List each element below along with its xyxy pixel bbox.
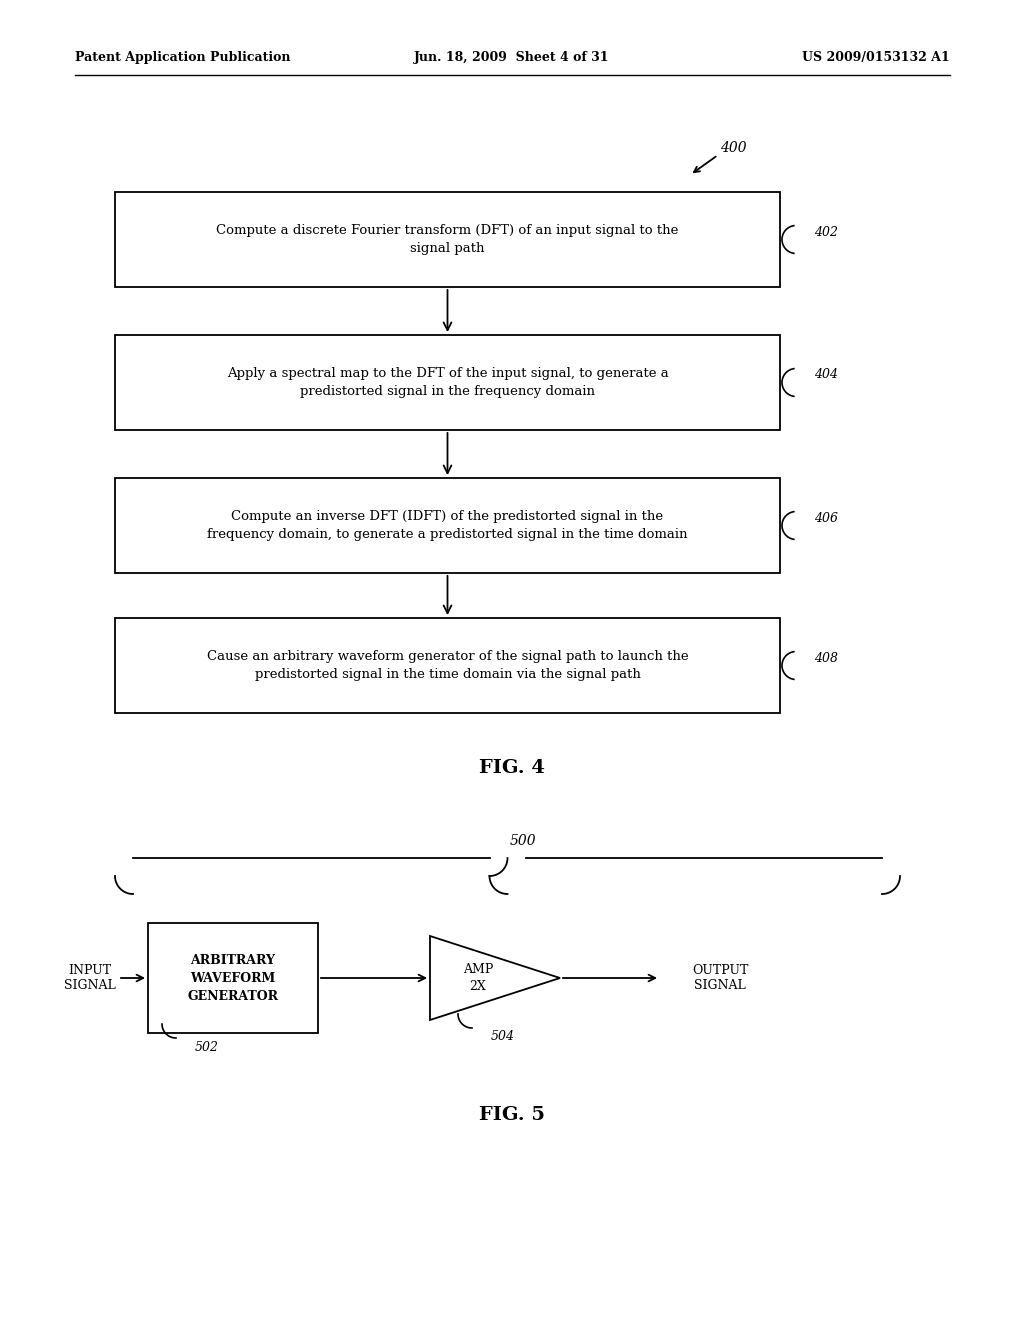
Text: OUTPUT
SIGNAL: OUTPUT SIGNAL	[692, 964, 749, 993]
Bar	[148, 923, 318, 1034]
Text: Compute a discrete Fourier transform (DFT) of an input signal to the
signal path: Compute a discrete Fourier transform (DF…	[216, 224, 679, 255]
Bar	[115, 191, 780, 286]
Bar	[115, 618, 780, 713]
Text: 408: 408	[814, 652, 838, 664]
Text: Cause an arbitrary waveform generator of the signal path to launch the
predistor: Cause an arbitrary waveform generator of…	[207, 649, 688, 681]
Text: Patent Application Publication: Patent Application Publication	[75, 51, 291, 65]
Bar	[115, 335, 780, 430]
Text: Jun. 18, 2009  Sheet 4 of 31: Jun. 18, 2009 Sheet 4 of 31	[415, 51, 609, 65]
Text: 400: 400	[720, 141, 746, 154]
Text: 402: 402	[814, 226, 838, 239]
Text: Apply a spectral map to the DFT of the input signal, to generate a
predistorted : Apply a spectral map to the DFT of the i…	[226, 367, 669, 399]
Text: 404: 404	[814, 368, 838, 381]
Text: 504: 504	[490, 1030, 515, 1043]
Bar	[115, 478, 780, 573]
Text: Compute an inverse DFT (IDFT) of the predistorted signal in the
frequency domain: Compute an inverse DFT (IDFT) of the pre…	[207, 510, 688, 541]
Text: FIG. 4: FIG. 4	[479, 759, 545, 777]
Text: 500: 500	[509, 834, 536, 847]
Text: ARBITRARY
WAVEFORM
GENERATOR: ARBITRARY WAVEFORM GENERATOR	[187, 953, 279, 1002]
Text: INPUT
SIGNAL: INPUT SIGNAL	[65, 964, 116, 993]
Text: AMP
2X: AMP 2X	[463, 964, 494, 993]
Text: FIG. 5: FIG. 5	[479, 1106, 545, 1125]
Text: US 2009/0153132 A1: US 2009/0153132 A1	[802, 51, 950, 65]
Text: 502: 502	[195, 1041, 219, 1053]
Text: 406: 406	[814, 511, 838, 524]
